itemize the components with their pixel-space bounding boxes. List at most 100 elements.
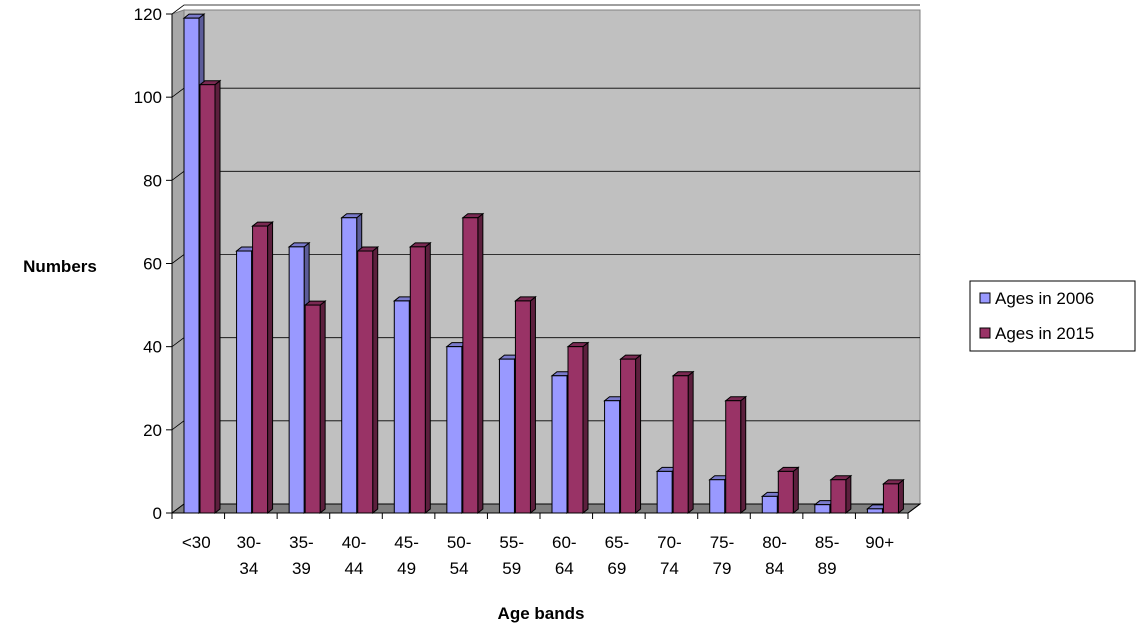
bar-1-7 (566, 341, 590, 515)
x-tick-label: 80-84 (762, 533, 787, 578)
x-tick-label: 55-59 (499, 533, 524, 578)
y-axis-title: Numbers (23, 257, 97, 276)
x-tick-label: 35-39 (289, 533, 314, 578)
x-tick-label-line: 39 (292, 559, 311, 578)
x-tick-label-line: 65- (605, 533, 630, 552)
bar-front-face (236, 250, 253, 514)
gridline (171, 4, 920, 15)
bar-front-face (341, 217, 358, 514)
bar-1-12 (829, 474, 853, 515)
x-tick-label-line: 64 (555, 559, 574, 578)
x-tick-label-line: 49 (397, 559, 416, 578)
bar-front-face (357, 250, 374, 514)
bar-front-face (620, 358, 637, 514)
bar-side-face (267, 221, 274, 515)
x-tick-label-line: 69 (607, 559, 626, 578)
x-tick-label: <30 (182, 533, 211, 552)
x-tick-label-line: 60- (552, 533, 577, 552)
bar-front-face (183, 17, 200, 514)
legend-swatch-2015 (979, 327, 991, 339)
x-tick-label-line: 50- (447, 533, 472, 552)
bar-front-face (514, 300, 531, 514)
bar-front-face (304, 304, 321, 514)
bar-side-face (635, 354, 642, 515)
x-tick-label-line: 55- (499, 533, 524, 552)
x-tick-label-line: 40- (342, 533, 367, 552)
bar-front-face (866, 508, 883, 514)
x-tick-labels: <30 30-3435-3940-4445-4950-5455-5960-6465… (182, 533, 894, 578)
bar-1-4 (408, 241, 432, 515)
bar-side-face (214, 79, 221, 515)
bar-1-9 (671, 370, 695, 515)
legend: Ages in 2006 Ages in 2015 (969, 280, 1136, 352)
bar-1-5 (461, 212, 485, 515)
bar-side-face (477, 212, 484, 515)
x-tick-label-line: 45- (394, 533, 419, 552)
x-tick-label-line: 80- (762, 533, 787, 552)
floor (170, 503, 922, 514)
bar-front-face (830, 479, 847, 514)
x-axis-end (907, 503, 921, 514)
legend-box (969, 280, 1136, 352)
bar-front-face (672, 375, 689, 514)
x-tick-label-line: 54 (450, 559, 469, 578)
bar-front-face (604, 400, 621, 514)
x-tick-label: 70-74 (657, 533, 682, 578)
y-tick-label: 80 (143, 171, 162, 190)
bar-front-face (656, 470, 673, 514)
bar-side-face (792, 466, 799, 515)
bar-front-face (252, 225, 269, 514)
bar-front-face (761, 495, 778, 514)
bar-front-face (567, 346, 584, 514)
bar-front-face (709, 479, 726, 514)
bar-side-face (424, 241, 431, 515)
bar-side-face (687, 370, 694, 515)
x-tick-label: 60-64 (552, 533, 577, 578)
bar-front-face (409, 246, 426, 514)
x-tick-label: 65-69 (605, 533, 630, 578)
bar-front-face (882, 483, 899, 514)
bar-1-10 (724, 395, 748, 515)
y-tick-label: 60 (143, 255, 162, 274)
bar-1-1 (251, 221, 274, 515)
x-tick-label: 30-34 (237, 533, 262, 578)
bar-side-face (740, 395, 747, 515)
x-tick-label-line: 84 (765, 559, 784, 578)
legend-label-2015: Ages in 2015 (995, 324, 1094, 343)
x-tick-label-line: 34 (239, 559, 258, 578)
bar-1-3 (356, 245, 380, 515)
y-tick-label: 120 (134, 5, 162, 24)
bars (182, 13, 905, 515)
bar-front-face (199, 84, 216, 514)
x-tick-label-line: 74 (660, 559, 679, 578)
bar-front-face (725, 400, 742, 514)
bar-front-face (814, 504, 831, 514)
bar-side-face (529, 295, 536, 515)
y-tick-label: 20 (143, 421, 162, 440)
x-tick-label-line: 59 (502, 559, 521, 578)
x-tick-label: 45-49 (394, 533, 419, 578)
chart-walls (170, 9, 922, 514)
bar-front-face (777, 470, 794, 514)
bar-1-8 (619, 354, 642, 515)
x-tick-label-line: 75- (710, 533, 735, 552)
bar-front-face (446, 346, 463, 514)
legend-label-2006: Ages in 2006 (995, 289, 1094, 308)
x-tick-label-line: 44 (345, 559, 364, 578)
x-tick-label-line: 35- (289, 533, 314, 552)
x-tick-label-line: 85- (815, 533, 840, 552)
bar-side-face (372, 245, 379, 515)
x-tick-label-line: 70- (657, 533, 682, 552)
y-tick-label: 40 (143, 338, 162, 357)
bar-front-face (288, 246, 305, 514)
bar-side-face (319, 300, 326, 515)
y-tick-labels: 0 20 40 60 80 100 120 (134, 5, 162, 523)
bar-front-face (393, 300, 410, 514)
x-axis-title: Age bands (498, 604, 585, 623)
side-wall (171, 9, 185, 514)
bar-side-face (845, 474, 852, 515)
legend-swatch-2006 (979, 292, 991, 304)
bar-side-face (897, 478, 904, 515)
y-tick-label: 100 (134, 88, 162, 107)
